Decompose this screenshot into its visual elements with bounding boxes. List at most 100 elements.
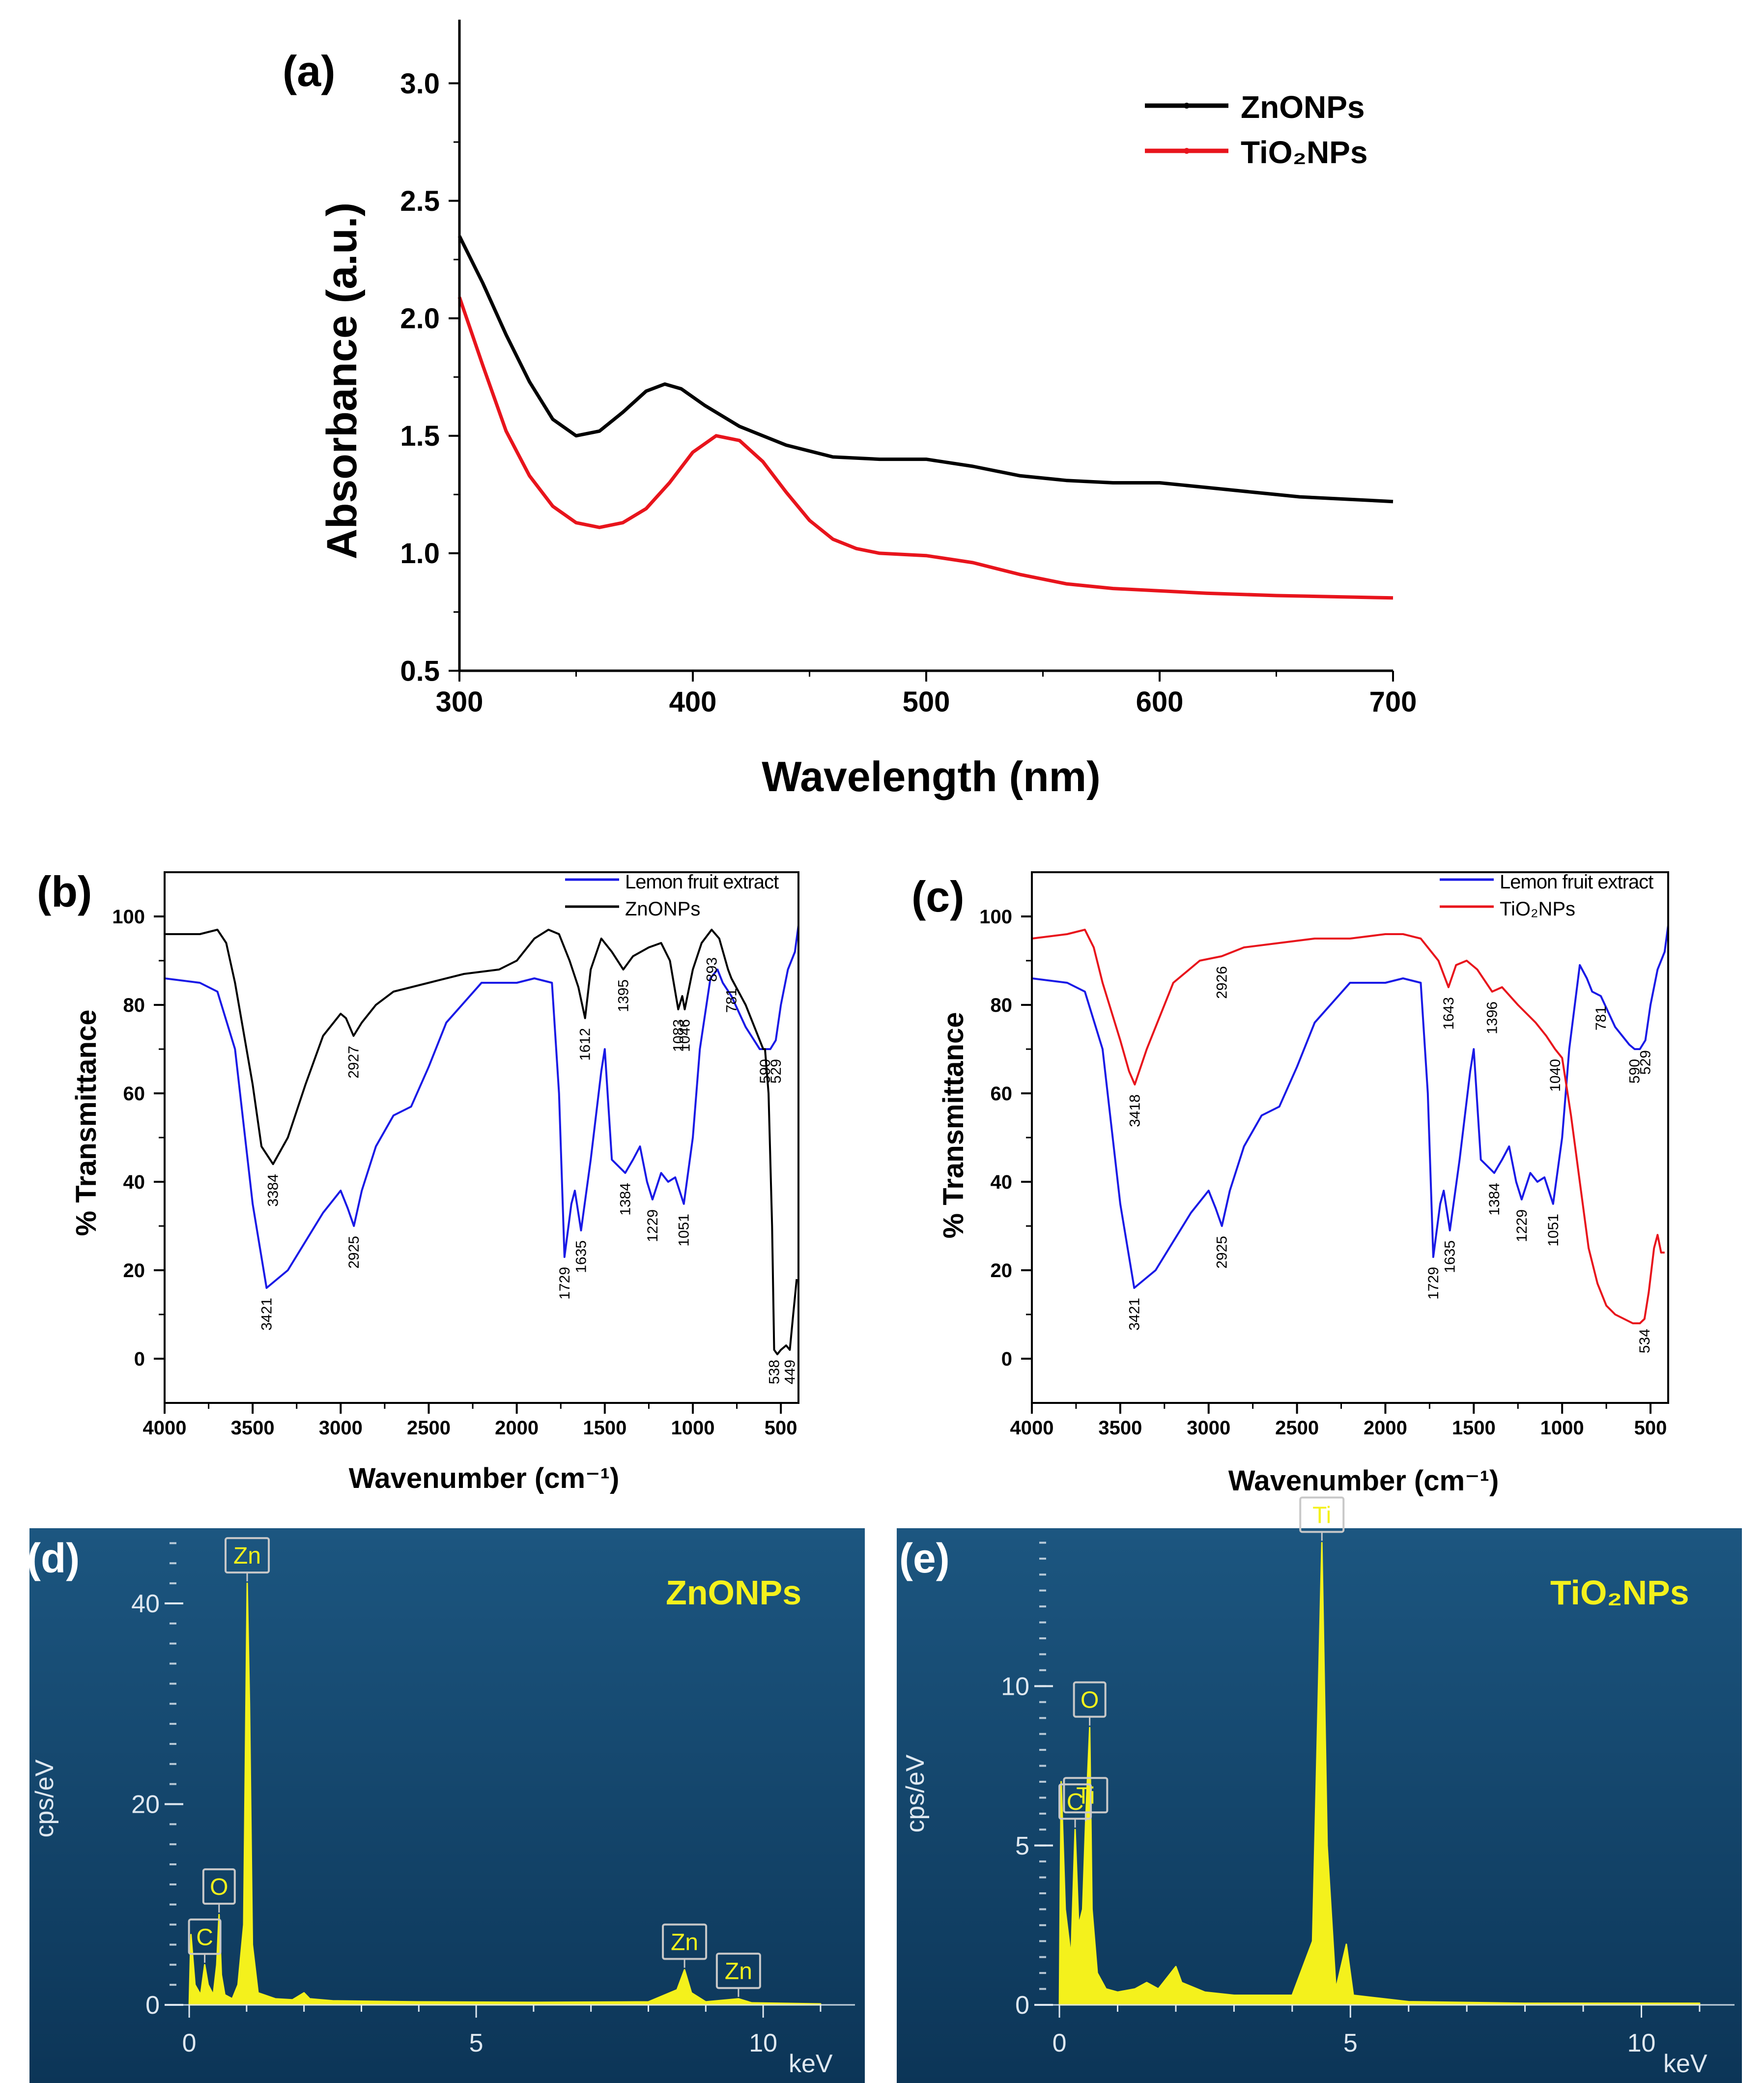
panel-d-title: ZnONPs — [666, 1573, 801, 1612]
x-tick-label: 10 — [749, 2029, 777, 2057]
peak-annotation: 1040 — [1547, 1059, 1564, 1092]
x-tick-label: 1000 — [671, 1417, 715, 1439]
panel-d-label: (d) — [27, 1535, 80, 1581]
peak-label: Ti — [1312, 1502, 1331, 1528]
legend-label-zno: ZnONPs — [1241, 89, 1365, 125]
panel-a-axes: 300 400 500 600 700 0.5 1.0 1.5 2.0 2.5 3.0 — [400, 20, 1417, 718]
panel-c-ftir-tio2: (c) 4000 3500 3000 2500 2000 1500 1000 50002040… — [911, 871, 1669, 1497]
y-tick-label: 0.5 — [400, 655, 440, 687]
x-tick-label: 3000 — [1187, 1417, 1230, 1439]
x-tick-label: 5 — [469, 2029, 484, 2057]
peak-annotation: 893 — [704, 957, 720, 982]
panel-b-x-axis-label: Wavenumber (cm⁻¹) — [349, 1462, 620, 1494]
y-tick-label: 100 — [112, 906, 145, 928]
legend-label-lemon-b: Lemon fruit extract — [625, 871, 779, 893]
legend-label-lemon-c: Lemon fruit extract — [1500, 871, 1653, 893]
panel-e-label: (e) — [899, 1535, 950, 1581]
x-tick-label: 2000 — [495, 1417, 539, 1439]
panel-d-background — [29, 1528, 865, 2083]
x-tick-label: 3500 — [1098, 1417, 1142, 1439]
x-tick-label: 2000 — [1364, 1417, 1407, 1439]
y-tick-label: 60 — [123, 1083, 145, 1105]
legend-marker-zno — [1184, 103, 1190, 109]
y-tick-label: 80 — [123, 995, 145, 1016]
x-tick-label: 300 — [436, 686, 484, 718]
legend-label-tio2-c: TiO₂NPs — [1500, 898, 1575, 920]
peak-annotation: 1229 — [1514, 1209, 1530, 1242]
x-tick-label: 4000 — [143, 1417, 187, 1439]
x-tick-label: 700 — [1369, 686, 1417, 718]
x-tick-label: 10 — [1627, 2029, 1656, 2057]
x-tick-label: 5 — [1343, 2029, 1358, 2057]
peak-annotation: 529 — [1638, 1050, 1654, 1075]
series-line-0 — [457, 235, 1394, 504]
peak-annotation: 1729 — [557, 1267, 573, 1300]
series-line-0 — [164, 925, 799, 1289]
panel-b-plot-area — [164, 925, 799, 1355]
peak-annotation: 1046 — [677, 1019, 693, 1052]
spectrum-area — [188, 1582, 822, 2006]
peak-label-box — [1058, 1783, 1092, 1820]
panel-b-y-axis-label: % Transmittance — [70, 1010, 102, 1236]
panel-a-legend: ZnONPs TiO₂NPs — [1145, 89, 1367, 170]
panel-e-axes: 0 5 10 0 5 10 — [1001, 1541, 1735, 2057]
panel-b-ftir-zno: (b) 4000 3500 3000 2500 2000 1500 1000 50002040… — [37, 867, 799, 1494]
peak-annotation: 1395 — [615, 979, 631, 1012]
spectrum-area — [1058, 1542, 1701, 2006]
y-tick-label: 20 — [131, 1791, 160, 1819]
x-tick-label: 0 — [182, 2029, 197, 2057]
x-tick-label: 500 — [765, 1417, 797, 1439]
y-tick-label: 3.0 — [400, 68, 440, 100]
x-tick-label: 2500 — [1275, 1417, 1319, 1439]
legend-label-zno-b: ZnONPs — [625, 898, 700, 920]
peak-annotation: 3421 — [258, 1298, 275, 1331]
panel-a-label: (a) — [283, 47, 336, 95]
peak-annotation: 534 — [1637, 1329, 1653, 1353]
y-tick-label: 40 — [131, 1590, 160, 1618]
legend-marker-tio2 — [1184, 148, 1190, 154]
x-tick-label: 500 — [1634, 1417, 1667, 1439]
peak-label-box — [662, 1923, 708, 1960]
peak-label-box — [715, 1952, 761, 1989]
peak-annotation: 1635 — [1442, 1240, 1458, 1273]
y-tick-label: 40 — [123, 1171, 145, 1193]
peak-label-box — [1073, 1681, 1107, 1718]
y-tick-label: 2.5 — [400, 185, 440, 217]
panel-a-uv-vis: (a) 300 400 500 600 700 0.5 1.0 1.5 2.0 2.5 3.0 Wa… — [283, 20, 1417, 800]
y-tick-label: 5 — [1015, 1832, 1029, 1860]
y-tick-label: 1.0 — [400, 538, 440, 570]
x-tick-label: 3000 — [319, 1417, 363, 1439]
peak-annotation: 538 — [767, 1360, 783, 1384]
peak-annotation: 1643 — [1441, 997, 1457, 1030]
peak-label-box — [188, 1918, 222, 1955]
peak-annotation: 1384 — [617, 1183, 633, 1216]
panel-c-axes: 4000 3500 3000 2500 2000 1500 1000 500 0 20 40 60 80… — [979, 871, 1669, 1439]
peak-label-box — [1299, 1496, 1345, 1533]
peak-annotation: 1384 — [1486, 1183, 1503, 1216]
series-line-1 — [457, 296, 1394, 600]
x-tick-label: 500 — [903, 686, 950, 718]
peak-annotation: 2925 — [346, 1236, 362, 1269]
panel-e-title: TiO₂NPs — [1550, 1573, 1689, 1612]
y-tick-label: 0 — [1001, 1348, 1012, 1370]
peak-annotation: 3418 — [1127, 1094, 1143, 1127]
peak-label: C — [196, 1924, 213, 1950]
series-line-0 — [1031, 925, 1669, 1289]
peak-annotation: 2926 — [1214, 966, 1230, 999]
series-line-1 — [1031, 929, 1665, 1324]
panel-d-axes: 0 5 10 0 20 40 — [131, 1542, 855, 2057]
y-tick-label: 80 — [991, 995, 1013, 1016]
peak-annotation: 1729 — [1425, 1267, 1442, 1300]
y-tick-label: 60 — [991, 1083, 1013, 1105]
x-tick-label: 600 — [1136, 686, 1184, 718]
y-tick-label: 0 — [134, 1348, 145, 1370]
y-tick-label: 0 — [145, 1991, 160, 2020]
peak-annotation: 1051 — [676, 1214, 692, 1247]
x-tick-label: 1500 — [583, 1417, 626, 1439]
x-tick-label: 1000 — [1540, 1417, 1584, 1439]
peak-label: O — [210, 1874, 228, 1900]
